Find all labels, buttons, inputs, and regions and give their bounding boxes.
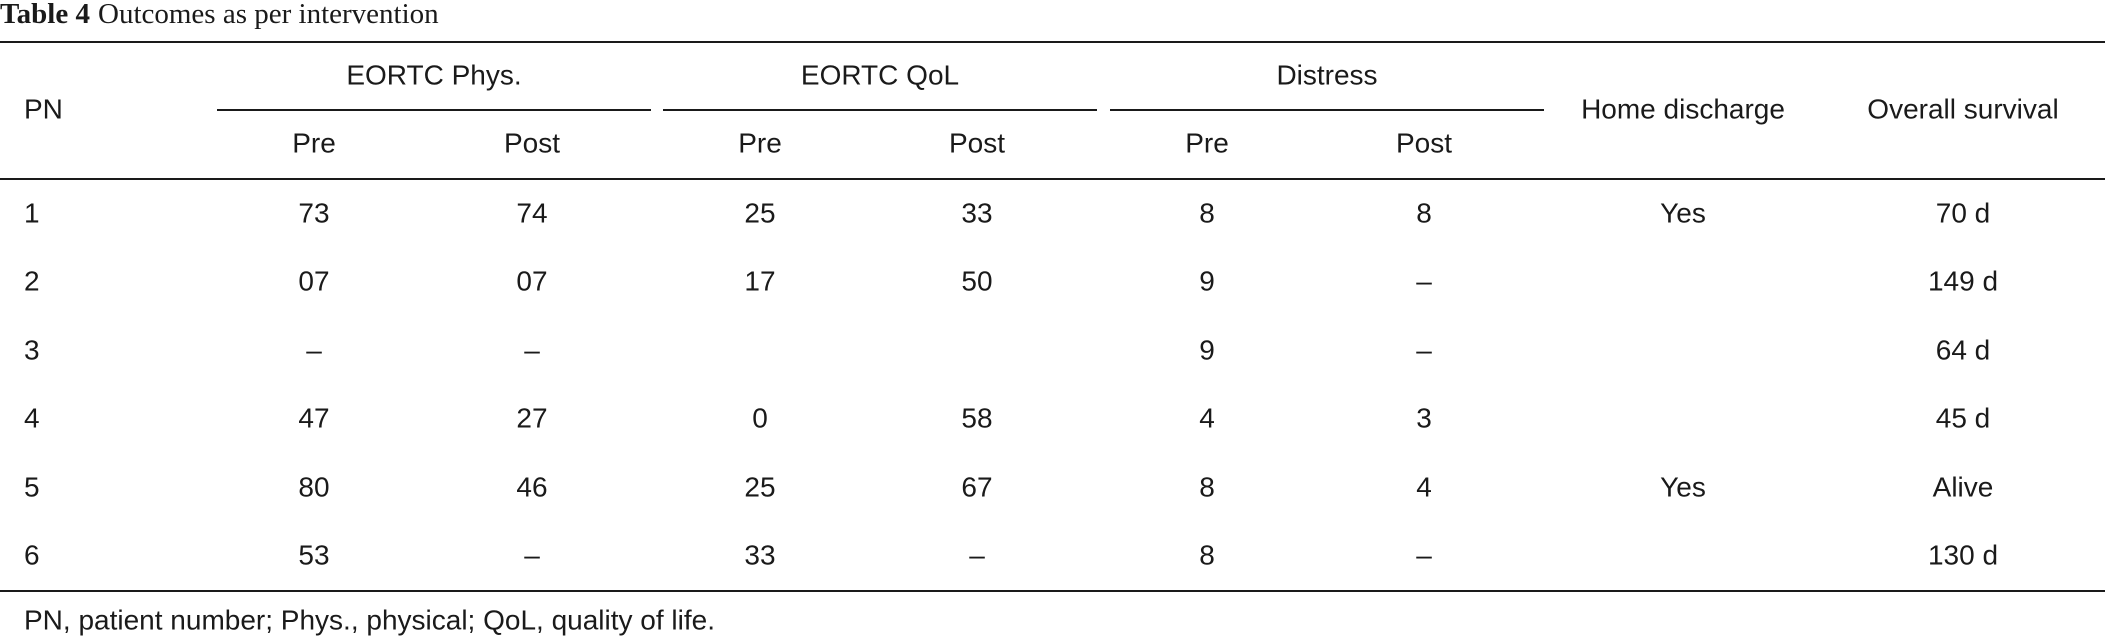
cell: 8 xyxy=(1199,471,1215,502)
cell: 53 xyxy=(298,539,329,570)
column-header: Home discharge xyxy=(1581,93,1785,124)
cell: 70 d xyxy=(1936,197,1991,228)
cell: – xyxy=(524,539,540,570)
cell: 17 xyxy=(744,265,775,296)
column-header: Post xyxy=(1396,127,1452,158)
cell: 3 xyxy=(24,334,40,365)
cell: 47 xyxy=(298,402,329,433)
cell: 33 xyxy=(744,539,775,570)
cell: 8 xyxy=(1199,197,1215,228)
cell: 27 xyxy=(516,402,547,433)
cell: 58 xyxy=(961,402,992,433)
cell: 74 xyxy=(516,197,547,228)
cell: 3 xyxy=(1416,402,1432,433)
cell: 6 xyxy=(24,539,40,570)
group-header: Distress xyxy=(1276,59,1377,90)
cell: 1 xyxy=(24,197,40,228)
cell: – xyxy=(1416,539,1432,570)
cell: 4 xyxy=(1199,402,1215,433)
cell: 5 xyxy=(24,471,40,502)
cell: – xyxy=(524,334,540,365)
cell: Yes xyxy=(1660,197,1706,228)
cell: 67 xyxy=(961,471,992,502)
cell: 64 d xyxy=(1936,334,1991,365)
cell: – xyxy=(969,539,985,570)
cell: – xyxy=(1416,265,1432,296)
cell: 25 xyxy=(744,197,775,228)
cell: 80 xyxy=(298,471,329,502)
column-header: PN xyxy=(24,93,63,124)
cell: Alive xyxy=(1933,471,1994,502)
cell: 8 xyxy=(1199,539,1215,570)
column-header: Pre xyxy=(292,127,336,158)
cell: 9 xyxy=(1199,265,1215,296)
caption-title: Outcomes as per intervention xyxy=(98,0,439,30)
cell: 07 xyxy=(298,265,329,296)
footnote: PN, patient number; Phys., physical; QoL… xyxy=(24,604,715,635)
cell: 149 d xyxy=(1928,265,1998,296)
cell: – xyxy=(1416,334,1432,365)
cell: 2 xyxy=(24,265,40,296)
cell: 4 xyxy=(24,402,40,433)
cell: 25 xyxy=(744,471,775,502)
group-header: EORTC QoL xyxy=(801,59,959,90)
cell: 07 xyxy=(516,265,547,296)
cell: 46 xyxy=(516,471,547,502)
column-header: Pre xyxy=(1185,127,1229,158)
column-header: Pre xyxy=(738,127,782,158)
group-header: EORTC Phys. xyxy=(346,59,521,90)
cell: 8 xyxy=(1416,197,1432,228)
cell: 0 xyxy=(752,402,768,433)
cell: – xyxy=(306,334,322,365)
cell: 130 d xyxy=(1928,539,1998,570)
cell: Yes xyxy=(1660,471,1706,502)
column-header: Post xyxy=(949,127,1005,158)
caption-label: Table 4 xyxy=(0,0,90,30)
caption: Table 4 Outcomes as per intervention xyxy=(0,0,439,30)
cell: 73 xyxy=(298,197,329,228)
cell: 45 d xyxy=(1936,402,1991,433)
column-header: Post xyxy=(504,127,560,158)
cell: 50 xyxy=(961,265,992,296)
column-header: Overall survival xyxy=(1867,93,2058,124)
cell: 9 xyxy=(1199,334,1215,365)
cell: 33 xyxy=(961,197,992,228)
cell: 4 xyxy=(1416,471,1432,502)
